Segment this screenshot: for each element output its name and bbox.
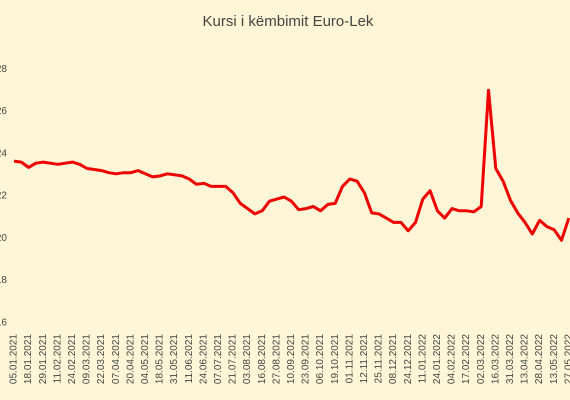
x-tick-label: 27.08.2021 bbox=[271, 334, 282, 384]
y-tick-label: 118 bbox=[0, 275, 7, 286]
x-tick-label: 27.05.2022 bbox=[563, 334, 570, 384]
x-tick-label: 24.12.2021 bbox=[403, 334, 414, 384]
x-tick-label: 06.10.2021 bbox=[315, 334, 326, 384]
chart-title: Kursi i këmbimit Euro-Lek bbox=[203, 13, 374, 30]
x-tick-label: 20.04.2021 bbox=[125, 334, 136, 384]
x-tick-label: 28.04.2022 bbox=[534, 334, 545, 384]
x-tick-label: 13.04.2022 bbox=[520, 334, 531, 384]
x-tick-label: 24.02.2021 bbox=[67, 334, 78, 384]
x-tick-label: 31.05.2021 bbox=[169, 334, 180, 384]
x-tick-label: 11.01.2022 bbox=[417, 334, 428, 384]
x-tick-label: 25.11.2021 bbox=[374, 334, 385, 384]
x-tick-label: 22.03.2021 bbox=[96, 334, 107, 384]
x-tick-label: 10.09.2021 bbox=[286, 334, 297, 384]
y-tick-label: 128 bbox=[0, 64, 7, 75]
x-tick-label: 03.08.2021 bbox=[242, 334, 253, 384]
x-tick-label: 19.10.2021 bbox=[330, 334, 341, 384]
x-tick-label: 05.01.2021 bbox=[9, 334, 20, 384]
x-tick-label: 16.03.2022 bbox=[490, 334, 501, 384]
x-tick-label: 24.06.2021 bbox=[198, 334, 209, 384]
y-tick-label: 116 bbox=[0, 317, 7, 328]
x-tick-label: 08.12.2021 bbox=[388, 334, 399, 384]
y-tick-label: 124 bbox=[0, 148, 7, 159]
x-tick-label: 11.02.2021 bbox=[52, 334, 63, 384]
x-tick-label: 31.03.2022 bbox=[505, 334, 516, 384]
x-tick-label: 07.04.2021 bbox=[111, 334, 122, 384]
x-tick-label: 23.09.2021 bbox=[301, 334, 312, 384]
x-tick-label: 11.06.2021 bbox=[184, 334, 195, 384]
x-tick-label: 16.08.2021 bbox=[257, 334, 268, 384]
data-line bbox=[13, 88, 570, 242]
x-tick-label: 02.03.2022 bbox=[476, 334, 487, 384]
x-tick-label: 24.01.2022 bbox=[432, 334, 443, 384]
x-tick-label: 17.02.2022 bbox=[461, 334, 472, 384]
y-tick-label: 120 bbox=[0, 233, 7, 244]
x-tick-label: 29.01.2021 bbox=[38, 334, 49, 384]
x-tick-label: 09.03.2021 bbox=[82, 334, 93, 384]
y-tick-label: 122 bbox=[0, 191, 7, 202]
x-tick-label: 04.05.2021 bbox=[140, 334, 151, 384]
x-tick-label: 18.05.2021 bbox=[155, 334, 166, 384]
x-tick-label: 07.07.2021 bbox=[213, 334, 224, 384]
x-tick-label: 01.11.2021 bbox=[344, 334, 355, 384]
y-tick-label: 126 bbox=[0, 106, 7, 117]
x-tick-label: 18.01.2021 bbox=[23, 334, 34, 384]
x-tick-label: 12.11.2021 bbox=[359, 334, 370, 384]
x-tick-label: 04.02.2022 bbox=[447, 334, 458, 384]
x-tick-label: 21.07.2021 bbox=[228, 334, 239, 384]
x-tick-label: 13.05.2022 bbox=[549, 334, 560, 384]
